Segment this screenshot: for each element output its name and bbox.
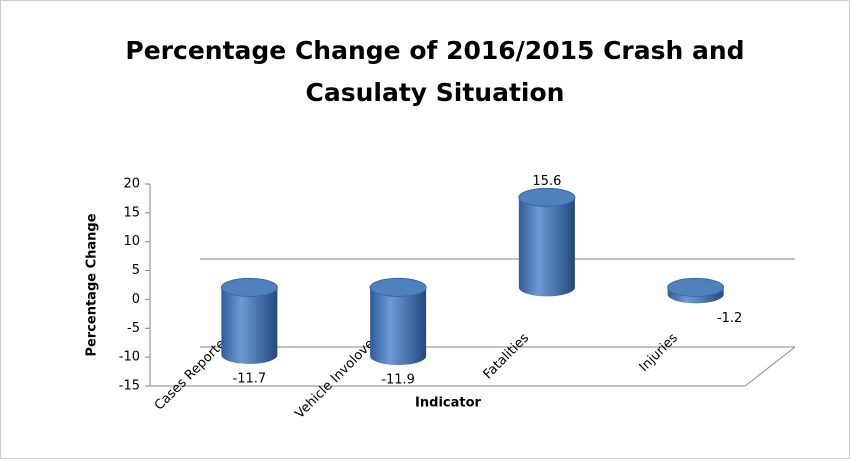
x-tick-label: Injuries xyxy=(637,331,681,375)
bar xyxy=(220,277,278,364)
data-label: 15.6 xyxy=(532,174,561,189)
x-tick-label: Fatalities xyxy=(481,331,533,383)
cylinder-top xyxy=(220,277,278,297)
cylinder-body xyxy=(370,287,427,366)
x-axis-title: Indicator xyxy=(415,396,481,411)
floor xyxy=(149,184,796,387)
chart-title-line: Casulaty Situation xyxy=(306,78,565,107)
y-tick-label: 0 xyxy=(132,292,140,307)
bar xyxy=(667,277,725,304)
y-tick-label: 5 xyxy=(132,263,140,278)
y-tick-label: -5 xyxy=(127,321,140,336)
cylinder-top xyxy=(667,277,725,297)
data-label: -11.9 xyxy=(381,373,415,388)
y-tick-label: 10 xyxy=(123,234,140,249)
y-tick-label: -10 xyxy=(119,350,140,365)
y-axis-title: Percentage Change xyxy=(85,213,100,356)
cylinder-body xyxy=(221,287,278,364)
bar xyxy=(518,187,576,297)
y-tick-label: 20 xyxy=(123,177,140,192)
y-tick-label: 15 xyxy=(123,205,140,220)
bar xyxy=(369,277,427,366)
x-tick-label: Vehicle Involoved xyxy=(292,331,383,422)
cylinder-top xyxy=(369,277,427,297)
cylinder-body xyxy=(518,197,575,297)
cylinder-top xyxy=(518,187,576,207)
y-tick-label: -15 xyxy=(119,379,140,394)
chart-title-line: Percentage Change of 2016/2015 Crash and xyxy=(125,36,744,65)
data-label: -1.2 xyxy=(717,311,742,326)
data-label: -11.7 xyxy=(233,371,267,386)
